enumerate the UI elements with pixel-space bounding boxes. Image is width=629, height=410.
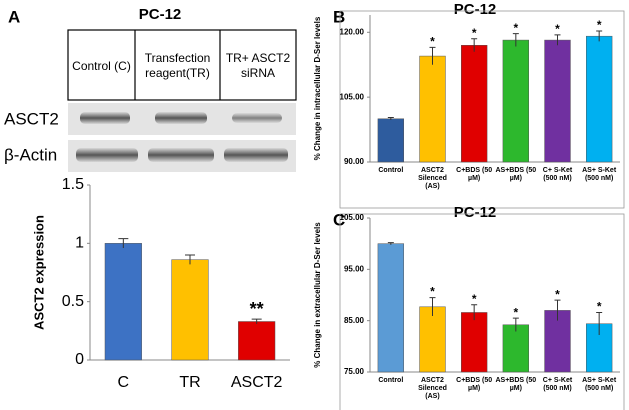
blot-column: TR+ ASCT2 siRNA [225,51,291,80]
blot-band [155,112,207,124]
y-tick-label: 105.00 [340,213,365,222]
y-tick-label: 95.00 [344,264,365,273]
x-tick-label: ASCT2 [230,374,283,391]
error-bar [512,317,519,332]
y-tick-label: 120.00 [340,27,365,36]
annotation: * [472,292,477,306]
x-tick-label: C+ S-Ket (500 nM) [542,377,573,393]
error-bar [185,254,195,265]
x-tick-label: TR [179,374,201,391]
bar [377,118,404,163]
error-bar [471,38,478,52]
y-tick-label: 75.00 [344,367,365,376]
error-bar [554,299,561,321]
blot-column: Transfection reagent(TR) [144,51,211,80]
x-tick-label: AS+ S-Ket (500 nM) [582,377,617,393]
panel-label: C [333,210,345,229]
x-tick-label: C [117,374,130,391]
annotation: * [597,18,602,32]
bar [502,324,529,373]
blot-band [148,148,214,162]
y-axis-label: % Change in extracellular D-Ser levels [313,222,322,368]
error-bar [118,238,129,248]
x-tick-label: AS+BDS (50 µM) [495,377,537,393]
x-tick-label: Control [378,377,404,384]
x-tick-label: ASCT2 Silenced (AS) [418,377,447,401]
bar [502,39,529,163]
y-tick-label: 85.00 [344,316,365,325]
x-tick-label: C+BDS (50 µM) [456,377,493,393]
plot-frame [339,213,625,410]
error-bar [554,34,561,46]
y-tick-label: 1.5 [62,176,84,193]
bar [544,39,571,163]
blot-band [232,113,282,123]
error-bar [387,242,394,245]
bar [377,243,404,373]
blot-band [80,112,130,124]
panel-label: B [333,7,345,26]
x-tick-label: C+ S-Ket (500 nM) [542,167,573,183]
y-tick-label: 90.00 [344,157,365,166]
x-tick-label: AS+BDS (50 µM) [495,167,537,183]
error-bar [251,318,262,324]
annotation: * [555,22,560,36]
error-bar [471,304,478,321]
error-bar [596,311,603,336]
annotation: * [555,287,560,301]
annotation: * [513,305,518,319]
bar [104,243,142,361]
y-tick-label: 105.00 [340,92,365,101]
blot-band [76,148,138,162]
y-tick-label: 0.5 [62,293,84,310]
panel-label: A [8,7,20,26]
y-tick-label: 0 [75,351,84,368]
y-tick-label: 1 [75,235,84,252]
annotation: * [430,35,435,49]
chart-title: PC-12 [454,1,497,18]
error-bar [429,297,436,317]
plot-frame [339,10,625,209]
blot-row-label: ASCT2 [4,109,59,128]
annotation: * [597,300,602,314]
bar [238,321,276,361]
x-tick-label: C+BDS (50 µM) [456,167,493,183]
y-axis-label: ASCT2 expression [31,215,46,330]
annotation: * [472,26,477,40]
bar [419,306,446,373]
bar [461,45,488,163]
blot-header-box [67,29,297,101]
bar [461,312,488,373]
error-bar [387,116,394,121]
x-tick-label: ASCT2 Silenced (AS) [418,167,447,191]
blot-title: PC-12 [139,6,182,23]
error-bar [512,33,519,47]
bar [544,310,571,373]
blot-band [224,148,288,162]
annotation: * [513,21,518,35]
x-tick-label: AS+ S-Ket (500 nM) [582,167,617,183]
bar [419,55,446,163]
bar [586,35,613,163]
blot-column: Control (C) [72,58,131,73]
chart-title: PC-12 [454,204,497,221]
x-tick-label: Control [378,167,404,174]
error-bar [596,30,603,42]
error-bar [429,46,436,65]
blot-row-label: β-Actin [4,145,57,164]
bar [171,259,209,361]
y-axis-label: % Change in intracellular D-Ser levels [313,16,322,160]
annotation: * [430,285,435,299]
annotation: ** [250,299,264,319]
